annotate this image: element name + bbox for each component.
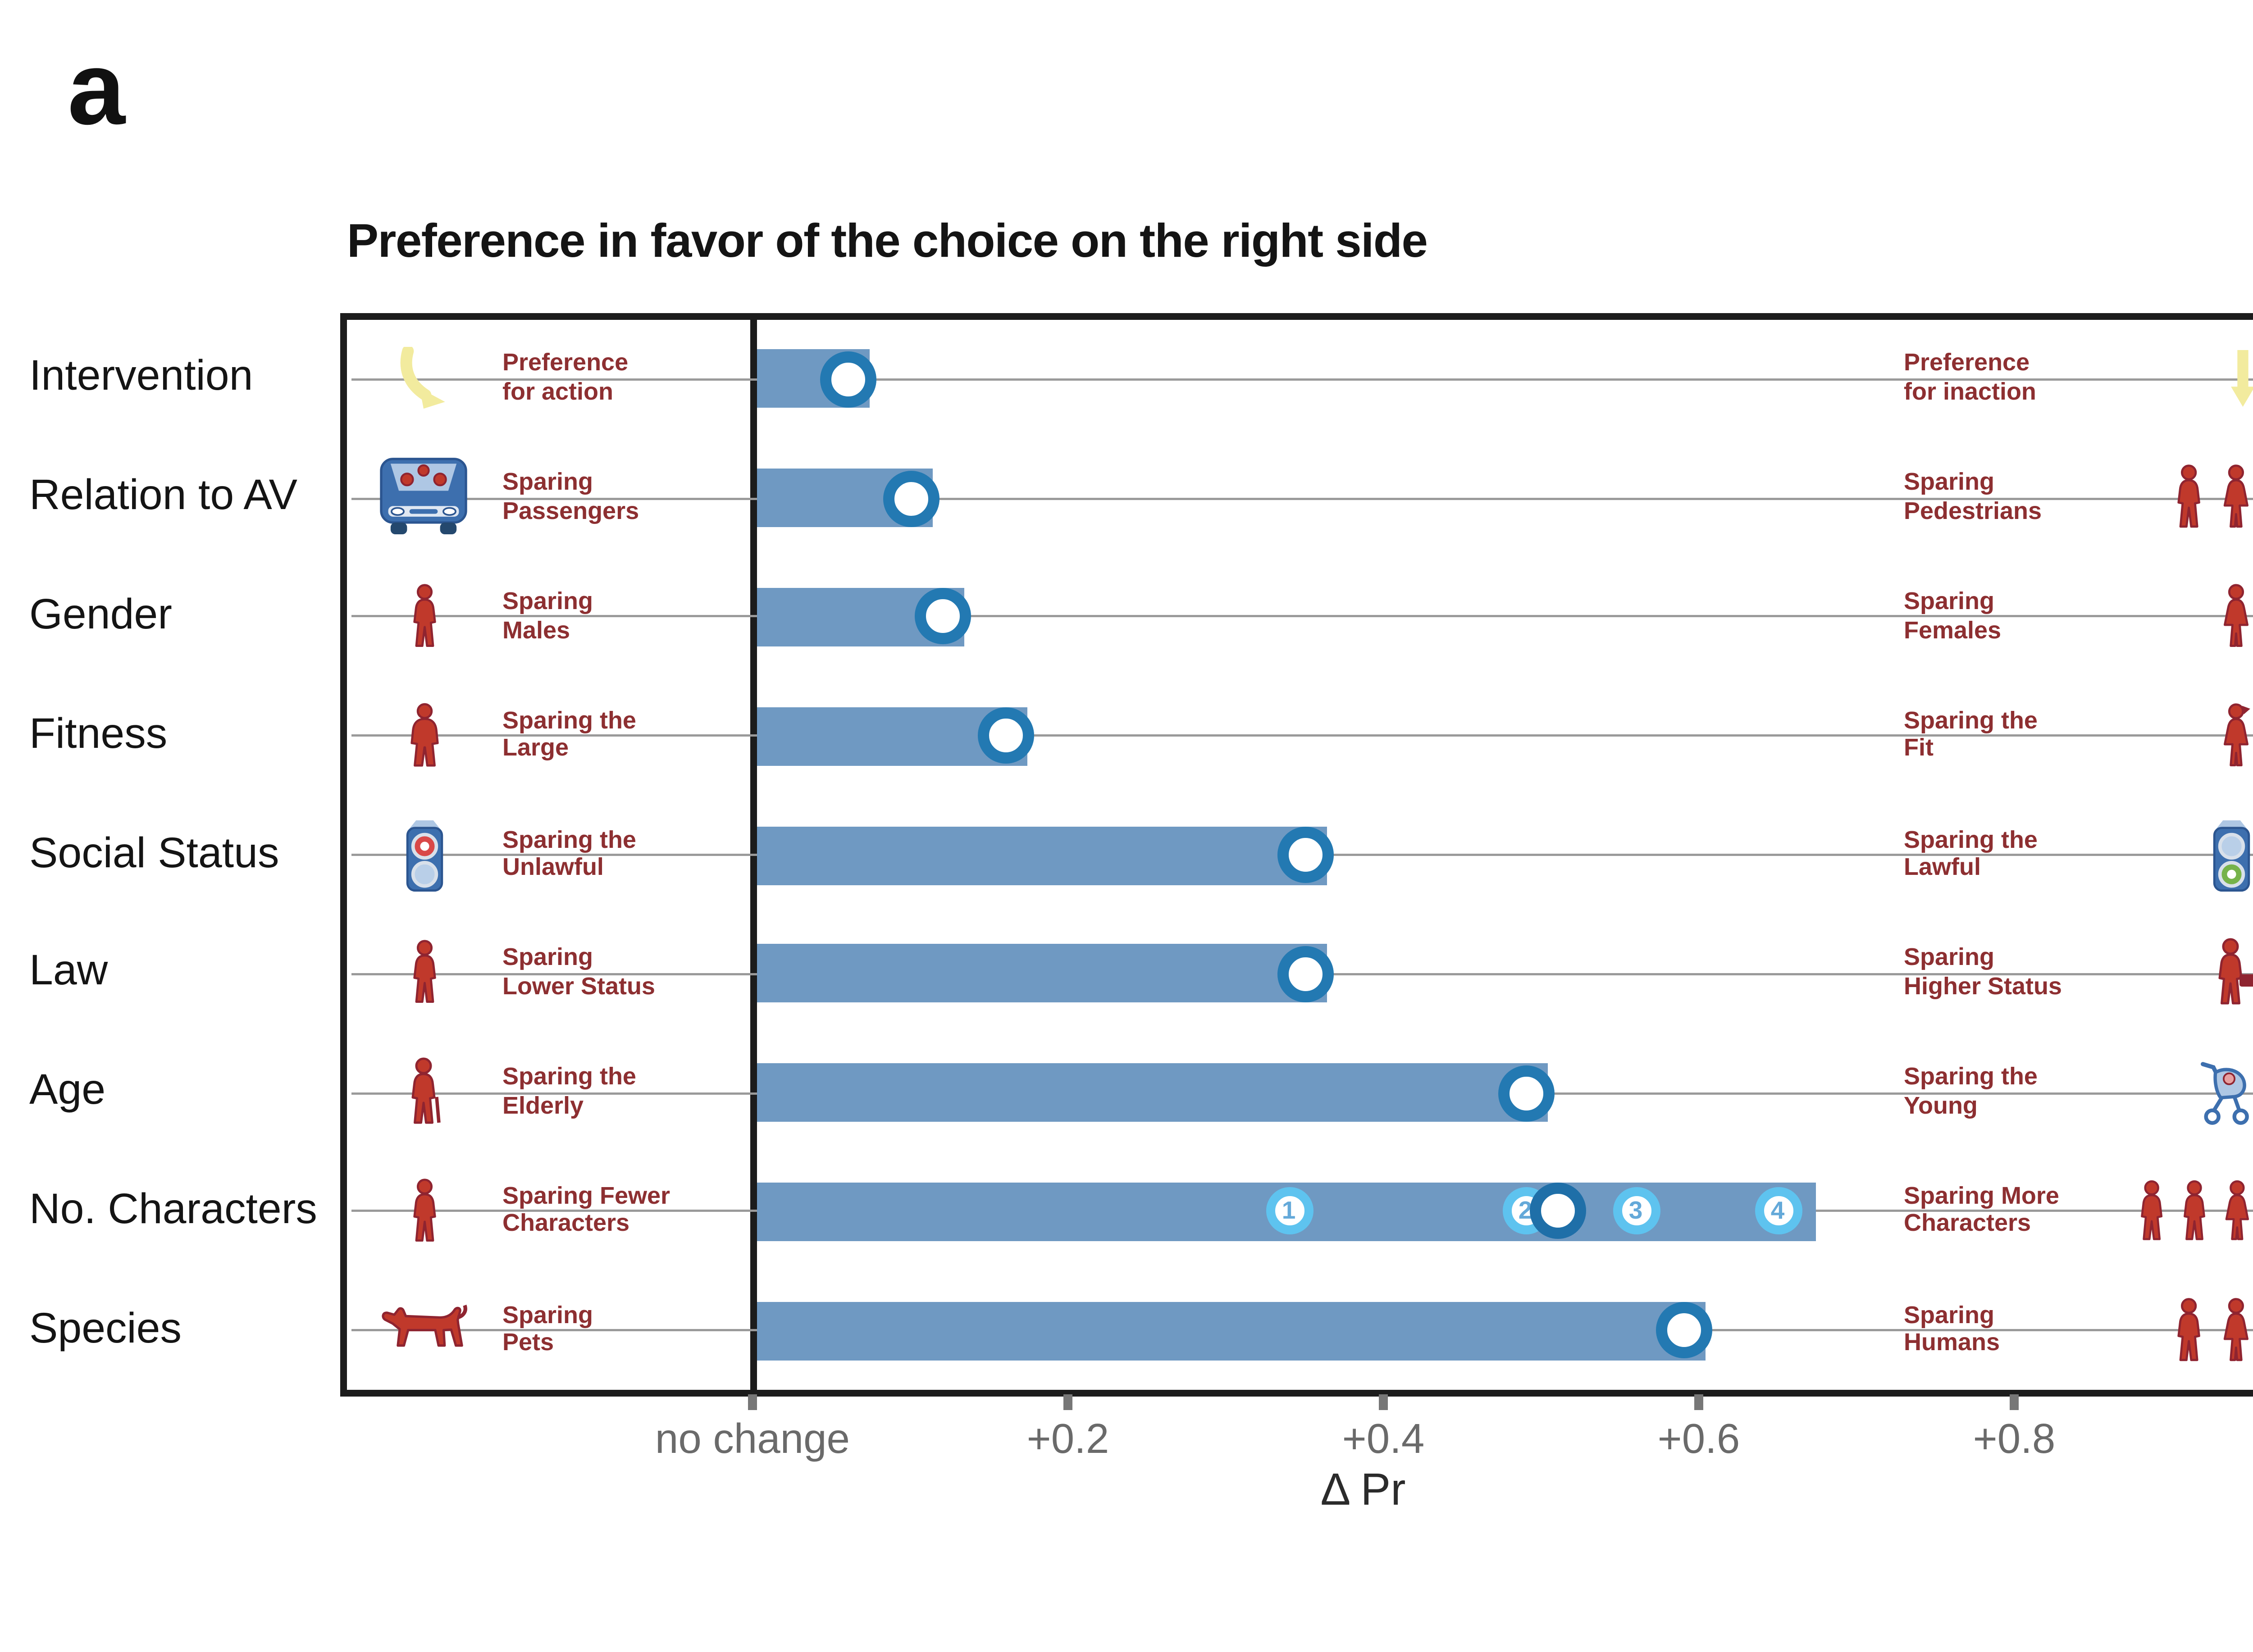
row-left-label: Sparing Lower Status <box>502 945 655 1001</box>
traffic-light-red-icon <box>398 815 450 896</box>
panel-a-x-axis-label: Δ Pr <box>1320 1466 1406 1516</box>
row-left-icon-box <box>354 806 493 905</box>
row-left-label: Sparing Passengers <box>502 469 639 525</box>
row-right-label: Sparing Females <box>1904 588 2002 644</box>
row-left-label: Sparing the Large <box>502 707 636 763</box>
stroller-icon <box>2194 1059 2253 1126</box>
row-right-label: Sparing More Characters <box>1904 1183 2059 1239</box>
bar <box>756 1301 1705 1360</box>
category-label: No. Characters <box>29 1187 317 1234</box>
row-right-label: Preference for inaction <box>1904 350 2036 406</box>
row-left-icon-box <box>354 449 493 548</box>
category-label: Relation to AV <box>29 473 298 521</box>
category-label: Fitness <box>29 711 168 759</box>
one-person-icon <box>402 1175 445 1247</box>
row-left-icon-box <box>354 1162 493 1261</box>
bar <box>756 1063 1547 1122</box>
row-right-label: Sparing Pedestrians <box>1904 469 2042 525</box>
row-left-label: Sparing the Unlawful <box>502 826 636 882</box>
fit-woman-icon <box>2215 700 2253 772</box>
row-left-label: Sparing Pets <box>502 1302 593 1358</box>
axis-tick <box>2010 1394 2019 1410</box>
row-left-label: Sparing Males <box>502 588 593 644</box>
axis-tick <box>748 1394 757 1410</box>
couple-icon <box>2167 1294 2253 1366</box>
axis-tick-label: no change <box>655 1415 850 1462</box>
row-right-label: Sparing the Young <box>1904 1064 2038 1120</box>
large-man-icon <box>398 700 450 772</box>
row-right-label: Sparing Higher Status <box>1904 945 2062 1001</box>
row-right-icon-box <box>2109 1162 2253 1261</box>
bar-end-marker <box>1276 827 1333 883</box>
row-left-label: Sparing Fewer Characters <box>502 1183 670 1239</box>
row-right-icon-box <box>2109 568 2253 667</box>
axis-tick-label: +0.2 <box>1026 1415 1109 1462</box>
axis-tick <box>1063 1394 1072 1410</box>
row-left-icon-box <box>354 568 493 667</box>
row-left-icon-box <box>354 924 493 1023</box>
three-people-icon <box>2131 1178 2253 1245</box>
row-right-icon-box <box>2109 1043 2253 1142</box>
dog-icon <box>376 1300 471 1361</box>
row-left-icon-box <box>354 1281 493 1380</box>
row-left-label: Preference for action <box>502 350 629 406</box>
row-right-label: Sparing the Fit <box>1904 707 2038 763</box>
row-gridline <box>351 378 2253 381</box>
row-left-icon-box <box>354 687 493 786</box>
axis-tick-label: +0.4 <box>1342 1415 1425 1462</box>
row-right-icon-box <box>2109 806 2253 905</box>
axis-tick <box>1379 1394 1388 1410</box>
old-man-icon <box>401 1056 446 1129</box>
traffic-light-green-icon <box>2206 815 2253 896</box>
pedestrians-icon <box>2167 462 2253 534</box>
row-left-icon-box <box>354 330 493 429</box>
straight-arrow-icon <box>2228 346 2253 413</box>
row-left-icon-box <box>354 1043 493 1142</box>
panel-a-title: Preference in favor of the choice on the… <box>347 216 1428 268</box>
row-right-label: Sparing Humans <box>1904 1302 2000 1358</box>
row-right-icon-box <box>2109 1281 2253 1380</box>
bar <box>756 825 1326 884</box>
category-label: Social Status <box>29 830 279 878</box>
bar <box>756 944 1326 1003</box>
row-right-icon-box <box>2109 449 2253 548</box>
row-gridline <box>351 497 2253 500</box>
category-label: Gender <box>29 592 172 640</box>
row-gridline <box>351 735 2253 737</box>
panel-a-letter: a <box>68 29 125 146</box>
row-right-icon-box <box>2109 924 2253 1023</box>
axis-tick-label: +0.8 <box>1973 1415 2056 1462</box>
row-right-label: Sparing the Lawful <box>1904 826 2038 882</box>
swerve-arrow-icon <box>394 347 453 411</box>
man-icon <box>402 581 445 653</box>
van-icon <box>372 455 475 541</box>
category-label: Age <box>29 1068 106 1115</box>
woman-icon <box>2215 581 2253 653</box>
executive-man-icon <box>2208 937 2253 1010</box>
category-label: Law <box>29 949 108 997</box>
axis-tick <box>1694 1394 1703 1410</box>
axis-tick-label: +0.6 <box>1657 1415 1740 1462</box>
category-label: Species <box>29 1306 182 1353</box>
poor-man-icon <box>402 937 445 1010</box>
row-right-icon-box <box>2109 330 2253 429</box>
row-left-label: Sparing the Elderly <box>502 1064 636 1120</box>
row-right-icon-box <box>2109 687 2253 786</box>
panel-a-frame <box>340 313 2253 1397</box>
category-label: Intervention <box>29 354 253 402</box>
row-gridline <box>351 616 2253 619</box>
